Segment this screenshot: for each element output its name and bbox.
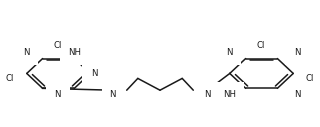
Text: N: N [294, 48, 300, 57]
Text: NH: NH [68, 48, 82, 57]
Text: NH: NH [223, 90, 236, 99]
Text: N: N [226, 48, 232, 57]
Text: Cl: Cl [306, 74, 314, 83]
Text: N: N [91, 69, 97, 78]
Text: N: N [55, 90, 61, 99]
Text: Cl: Cl [6, 74, 14, 83]
Text: N: N [109, 90, 116, 99]
Text: N: N [204, 90, 211, 99]
Text: N: N [23, 48, 29, 57]
Text: Cl: Cl [257, 41, 265, 50]
Text: N: N [294, 90, 300, 99]
Text: Cl: Cl [54, 41, 62, 50]
